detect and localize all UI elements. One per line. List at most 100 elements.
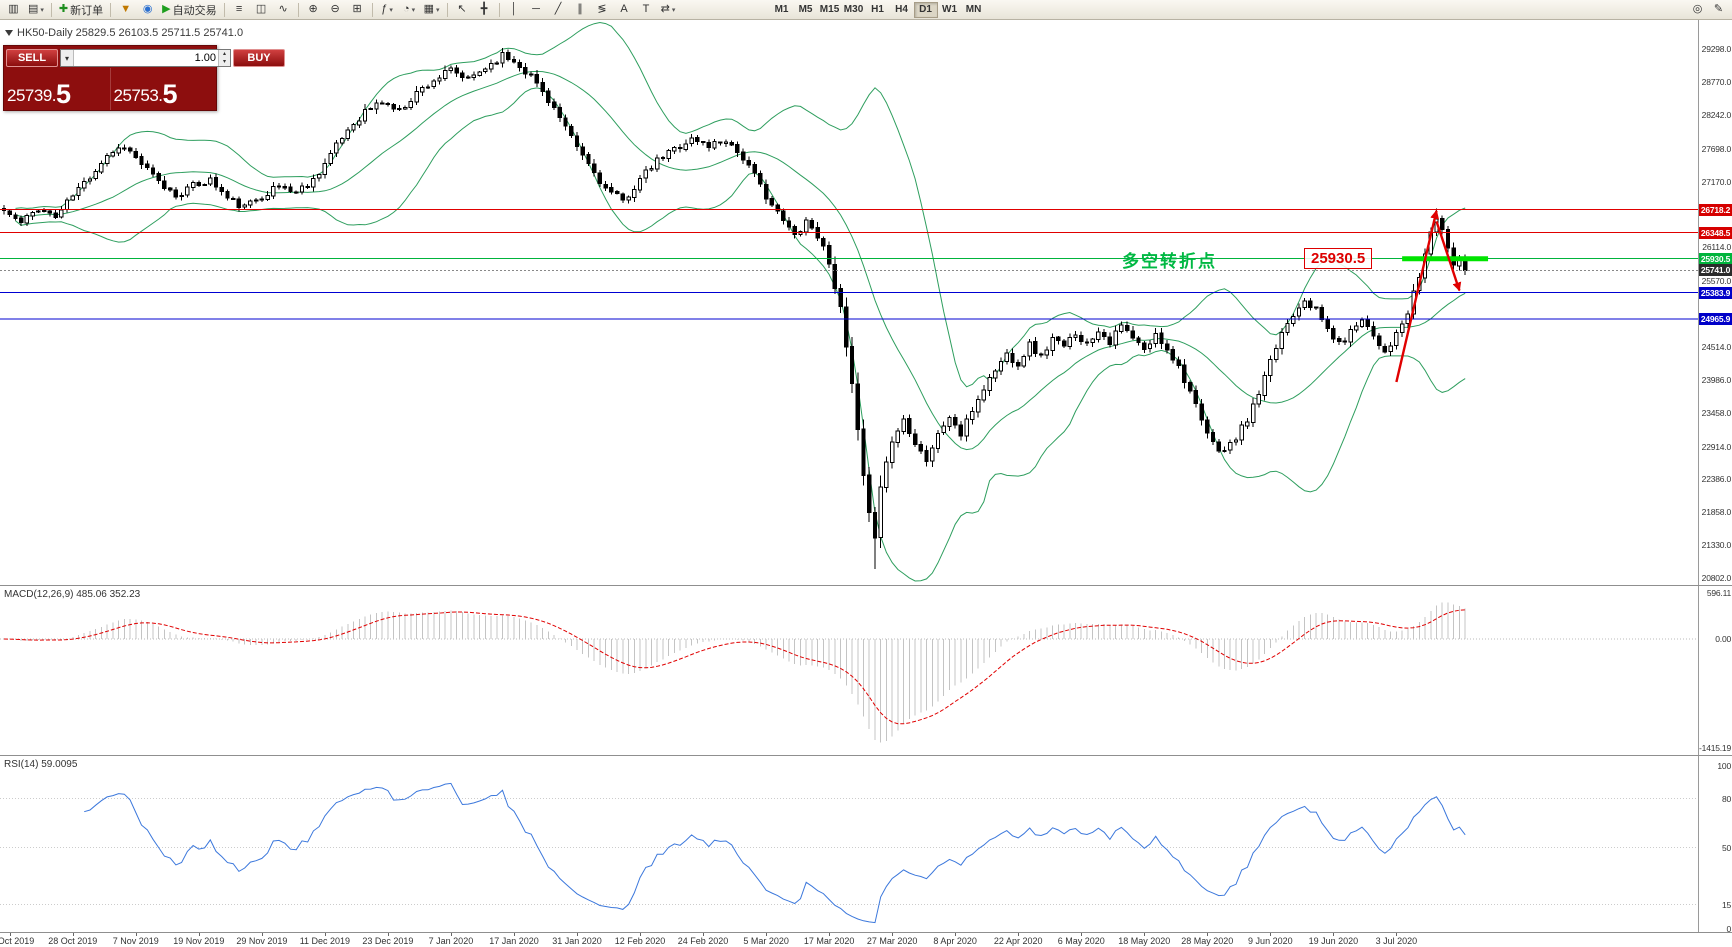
cursor-button[interactable]: ↖ [452,1,473,19]
templates-button[interactable]: ▦ ▾ [423,3,440,15]
rsi-tick: 0 [1726,924,1731,932]
timeframe-mn-button[interactable]: MN [965,4,982,15]
candlestick-chart[interactable] [0,20,1698,585]
timeframe-m30-button[interactable]: M30 [843,4,864,15]
price-marker: 25930.5 [1699,252,1732,265]
auto-trading-icon: ▶ [162,3,171,15]
edit-icon: ✎ [1713,3,1724,15]
macd-label: MACD(12,26,9) 485.06 352.23 [4,589,141,600]
indicators-icon: ƒ [381,3,388,15]
trend-arrow-2[interactable] [1435,220,1462,292]
auto-trading-button[interactable]: ▶ 自动交易 [162,3,217,17]
buy-button[interactable]: BUY [233,49,285,67]
price-tick: 22914.0 [1701,441,1732,452]
timeframe-w1-button[interactable]: W1 [942,4,958,15]
timeframe-m1-button[interactable]: M1 [774,4,789,15]
rsi-axis[interactable]: 100 80 50 15 0 [1698,756,1732,932]
trendline-icon: ╱ [554,3,562,15]
volume-dropdown-icon[interactable]: ▾ [61,50,74,66]
line-chart-button[interactable]: ∿ [273,1,294,19]
text-icon: A [620,3,628,15]
buy-price-big-digit: 5 [162,79,178,110]
volume-down-icon[interactable]: ▾ [219,58,230,66]
sell-price-main: 25739. [7,86,57,105]
price-tick: 24514.0 [1701,341,1732,352]
timeframe-m15-button[interactable]: M15 [819,4,840,15]
new-order-button[interactable]: ✚ 新订单 [58,3,104,17]
chart-ohlc-header: HK50-Daily 25829.5 26103.5 25711.5 25741… [17,27,244,39]
timeframe-m5-button[interactable]: M5 [798,4,813,15]
signals-button[interactable]: ◉ [137,1,158,19]
time-tick [1333,933,1335,936]
date-label: 29 Nov 2019 [236,936,288,946]
price-marker: 26718.2 [1699,203,1732,216]
macd-tick: 0.00 [1715,634,1731,644]
date-label: 31 Jan 2020 [552,936,602,946]
label-button[interactable]: T [636,1,657,19]
line-chart-icon: ∿ [278,3,288,15]
rsi-chart[interactable] [0,756,1698,932]
new-chart-button[interactable]: ▥ [3,1,24,19]
crosshair-button[interactable]: ╋ [474,1,495,19]
vertical-line-button[interactable]: │ [504,1,525,19]
price-tick: 28770.0 [1701,76,1732,87]
bollinger-bands [15,21,1466,582]
bar-chart-icon: ≡ [235,3,243,15]
zoom-in-button[interactable]: ⊕ [303,1,324,19]
date-label: 18 May 2020 [1118,936,1171,946]
macd-tick: -1415.19 [1699,742,1731,753]
edit-button[interactable]: ✎ [1708,1,1729,19]
buy-price[interactable]: 25753. 5 [109,68,217,110]
time-tick [135,933,137,936]
market-button[interactable]: ▼ [115,1,136,19]
fibonacci-button[interactable]: ≶ [592,1,613,19]
price-axis[interactable]: 29298.0 28770.0 28242.0 27698.0 27170.0 26114… [1698,20,1732,585]
toolbar-separator [297,2,299,17]
time-tick [703,933,705,936]
time-tick [450,933,452,936]
one-click-prices: 25739. 5 25753. 5 [4,68,216,110]
volume-spinner: ▴ ▾ [218,50,230,66]
crosshair-icon: ╋ [480,3,488,15]
candles-layer[interactable] [1,47,1468,569]
volume-input[interactable] [74,50,218,66]
time-axis[interactable]: 16 Oct 2019 28 Oct 2019 7 Nov 2019 19 Nov 2… [0,932,1732,947]
periods-button[interactable]: ◔ ▾ [403,3,416,15]
new-chart-icon: ▥ [8,3,19,15]
text-button[interactable]: A [614,1,635,19]
sell-price-big-digit: 5 [56,79,71,110]
timeframe-h4-button[interactable]: H4 [895,4,908,15]
arrows-button[interactable]: ⇄ ▾ [660,3,676,15]
candlestick-chart-button[interactable]: ◫ [251,1,272,19]
channel-button[interactable]: ∥ [570,1,591,19]
zoom-out-button[interactable]: ⊖ [325,1,346,19]
horizontal-line-button[interactable]: ─ [526,1,547,19]
trendline-button[interactable]: ╱ [548,1,569,19]
macd-panel: MACD(12,26,9) 485.06 352.23 596.11 0.00 -1… [0,585,1732,755]
new-order-icon: ✚ [58,3,69,15]
bar-chart-button[interactable]: ≡ [229,1,250,19]
channel-icon: ∥ [577,3,583,15]
profiles-icon: ▤ [28,3,39,15]
sell-button[interactable]: SELL [6,49,58,67]
one-click-collapse-icon[interactable] [5,30,13,36]
buy-price-main: 25753. [113,86,164,105]
search-button[interactable]: ◎ [1687,1,1708,19]
sell-price[interactable]: 25739. 5 [4,68,110,110]
timeframe-d1-button[interactable]: D1 [913,1,938,18]
timeframe-h1-button[interactable]: H1 [871,4,884,15]
volume-up-icon[interactable]: ▴ [219,50,230,58]
date-label: 8 Apr 2020 [933,936,977,946]
signals-icon: ◉ [142,3,153,15]
horizontal-line-icon: ─ [532,3,540,15]
profiles-button[interactable]: ▤ ▾ [28,3,44,15]
vertical-line-icon: │ [510,3,518,15]
indicators-button[interactable]: ƒ ▾ [381,3,393,15]
trend-arrow-1[interactable] [1395,209,1440,383]
date-label: 12 Feb 2020 [614,936,666,946]
price-tick: 20802.0 [1701,573,1732,584]
rsi-tick: 15 [1721,899,1731,910]
tile-windows-button[interactable]: ⊞ [347,1,368,19]
macd-axis[interactable]: 596.11 0.00 -1415.19 [1698,586,1732,755]
rsi-label: RSI(14) 59.0095 [4,759,78,770]
